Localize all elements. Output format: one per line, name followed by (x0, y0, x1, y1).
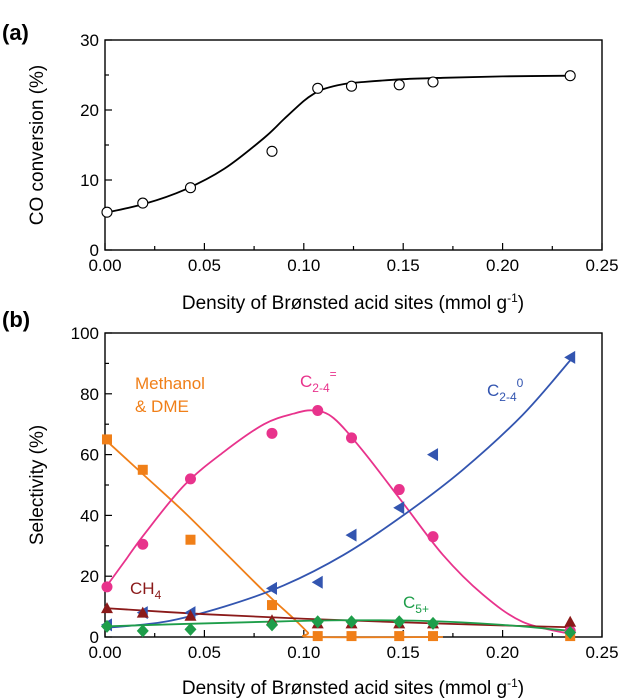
panel-b-x-axis-title: Density of Brønsted acid sites (mmol g-1… (182, 676, 524, 699)
y-tick-label: 30 (80, 31, 99, 50)
data-point (427, 616, 440, 630)
data-point (185, 534, 196, 545)
panel-b-x-ticks: 0.00 0.05 0.10 0.15 0.20 0.25 (88, 630, 619, 662)
data-point (266, 145, 278, 157)
panel-b-label: (b) (2, 307, 30, 332)
data-point (137, 197, 149, 209)
data-point (184, 609, 197, 621)
panel-b: (b) 0.00 0.05 0.10 0.15 0.20 0.25 0 20 40 60 80 10… (2, 307, 619, 699)
y-tick-label: 20 (80, 567, 99, 586)
data-point (312, 82, 324, 94)
panel-b-markers (100, 350, 577, 642)
label-c2-4-paraffins: C2-40 (487, 376, 524, 404)
y-tick-label: 0 (90, 241, 99, 260)
data-point (428, 631, 439, 642)
data-point (564, 350, 576, 364)
data-point (312, 405, 324, 417)
data-point (427, 76, 439, 88)
data-point (345, 528, 357, 542)
y-tick-label: 10 (80, 171, 99, 190)
data-point (393, 79, 405, 91)
label-c2-4-olefins: C2-4= (300, 367, 337, 395)
y-tick-label: 0 (90, 628, 99, 647)
x-tick-label: 0.15 (387, 256, 420, 275)
data-point (136, 606, 149, 618)
panel-a-fit-curve (104, 74, 573, 214)
data-point (311, 615, 324, 629)
fit-curve (104, 619, 571, 632)
data-point (311, 575, 323, 589)
panel-a-y-ticks: 0 10 20 30 (80, 31, 112, 260)
panel-a: (a) 0.00 0.05 0.10 0.15 0.20 0.25 0 10 20 30 Den… (2, 20, 619, 314)
x-tick-label: 0.00 (88, 643, 121, 662)
label-ch4: CH4 (130, 579, 162, 602)
data-point (100, 602, 113, 614)
fit-curve (104, 409, 571, 635)
label-methanol: Methanol (135, 374, 205, 393)
data-point (394, 631, 405, 642)
data-point (101, 206, 113, 218)
x-tick-label: 0.20 (486, 256, 519, 275)
data-point (265, 618, 278, 632)
panel-a-x-axis-title: Density of Brønsted acid sites (mmol g-1… (182, 291, 524, 314)
data-point (265, 581, 277, 595)
panel-a-x-ticks: 0.00 0.05 0.10 0.15 0.20 0.25 (88, 243, 619, 275)
x-tick-label: 0.10 (287, 643, 320, 662)
panel-a-markers (101, 70, 576, 218)
x-tick-label: 0.00 (88, 256, 121, 275)
data-point (393, 501, 405, 515)
data-point (393, 615, 406, 629)
label-dme: & DME (135, 397, 189, 416)
data-point (184, 622, 197, 636)
data-point (427, 531, 439, 543)
y-tick-label: 40 (80, 506, 99, 525)
data-point (137, 464, 148, 475)
data-point (136, 624, 149, 638)
y-tick-label: 60 (80, 446, 99, 465)
x-tick-label: 0.15 (387, 643, 420, 662)
data-point (184, 473, 196, 485)
x-tick-label: 0.20 (486, 643, 519, 662)
data-point (266, 600, 277, 611)
data-point (346, 631, 357, 642)
data-point (137, 538, 149, 550)
data-point (100, 619, 113, 633)
panel-b-y-ticks: 0 20 40 60 80 100 (71, 324, 112, 647)
data-point (564, 615, 577, 627)
panel-a-frame (104, 39, 603, 251)
data-point (101, 581, 113, 593)
data-point (266, 427, 278, 439)
x-tick-label: 0.25 (585, 256, 618, 275)
data-point (427, 448, 439, 462)
x-tick-label: 0.05 (188, 643, 221, 662)
data-point (184, 182, 197, 194)
y-tick-label: 100 (71, 324, 99, 343)
y-tick-label: 80 (80, 385, 99, 404)
label-c5-plus: C5+ (403, 593, 429, 616)
data-point (564, 70, 576, 82)
x-tick-label: 0.25 (585, 643, 618, 662)
panel-b-y-axis-title: Selectivity (%) (27, 425, 48, 545)
data-point (345, 615, 358, 629)
panel-a-y-axis-title: CO conversion (%) (27, 65, 48, 226)
data-point (393, 484, 405, 496)
panel-a-label: (a) (2, 20, 29, 45)
data-point (101, 434, 112, 445)
data-point (564, 625, 577, 639)
x-tick-label: 0.10 (287, 256, 320, 275)
data-point (345, 80, 358, 92)
data-point (312, 631, 323, 642)
data-point (346, 432, 358, 444)
y-tick-label: 20 (80, 101, 99, 120)
x-tick-label: 0.05 (188, 256, 221, 275)
